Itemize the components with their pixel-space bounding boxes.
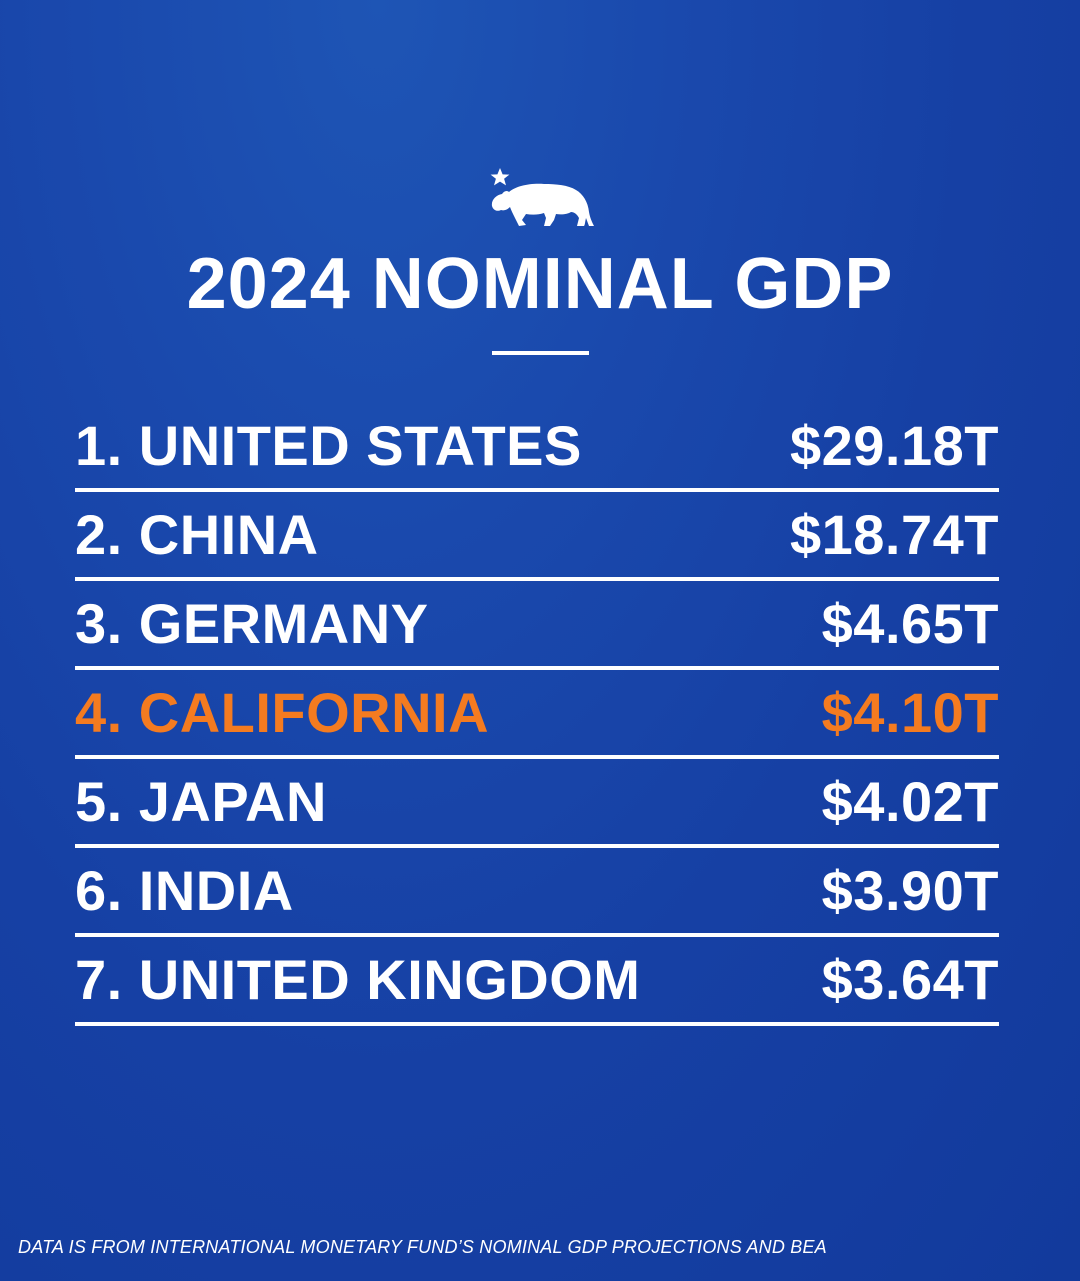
row-value: $29.18T: [790, 413, 999, 477]
california-bear-star-icon: [490, 168, 594, 226]
source-footnote: DATA IS FROM INTERNATIONAL MONETARY FUND…: [18, 1237, 827, 1257]
table-row: 7. UNITED KINGDOM $3.64T: [75, 937, 999, 1026]
row-value: $4.10T: [821, 680, 999, 744]
table-row-highlighted: 4. CALIFORNIA $4.10T: [75, 670, 999, 759]
row-value: $4.65T: [821, 591, 999, 655]
row-label: 4. CALIFORNIA: [75, 680, 490, 744]
row-label: 5. JAPAN: [75, 769, 327, 833]
table-row: 3. GERMANY $4.65T: [75, 581, 999, 670]
row-label: 3. GERMANY: [75, 591, 429, 655]
page-title: 2024 NOMINAL GDP: [186, 244, 894, 324]
bear-icon: [491, 183, 594, 226]
row-label: 7. UNITED KINGDOM: [75, 947, 641, 1011]
row-label: 2. CHINA: [75, 502, 319, 566]
gdp-ranking-table: 1. UNITED STATES $29.18T 2. CHINA $18.74T 3.…: [75, 403, 999, 1026]
row-value: $3.64T: [821, 947, 999, 1011]
table-row: 5. JAPAN $4.02T: [75, 759, 999, 848]
table-row: 1. UNITED STATES $29.18T: [75, 403, 999, 492]
table-row: 6. INDIA $3.90T: [75, 848, 999, 937]
table-row: 2. CHINA $18.74T: [75, 492, 999, 581]
row-value: $4.02T: [821, 769, 999, 833]
title-divider: [492, 351, 589, 355]
row-label: 6. INDIA: [75, 858, 294, 922]
row-value: $18.74T: [790, 502, 999, 566]
row-value: $3.90T: [821, 858, 999, 922]
star-icon: [490, 168, 510, 186]
row-label: 1. UNITED STATES: [75, 413, 582, 477]
